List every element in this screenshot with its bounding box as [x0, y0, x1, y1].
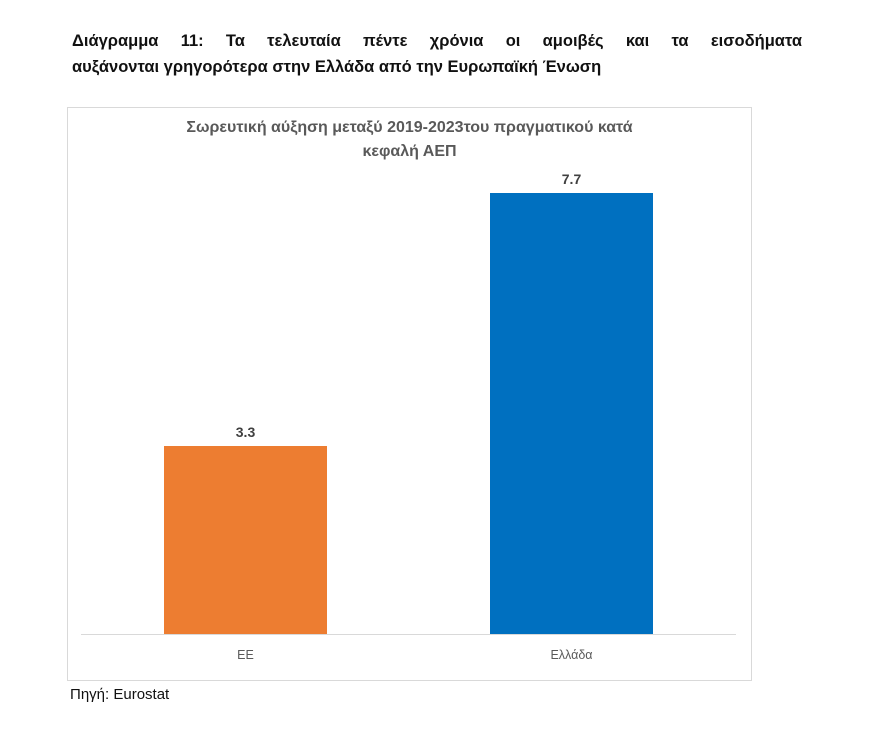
x-tick-label-greece: Ελλάδα	[550, 648, 593, 662]
figure-caption-line-2: αυξάνονται γρηγορότερα στην Ελλάδα από τ…	[72, 58, 602, 76]
chart-title: Σωρευτική αύξηση μεταξύ 2019-2023του πρα…	[68, 116, 751, 164]
x-axis-line	[81, 634, 736, 635]
chart-title-line-2: κεφαλή ΑΕΠ	[362, 143, 457, 160]
figure-caption: Διάγραμμα 11: Τα τελευταία πέντε χρόνια …	[72, 28, 802, 80]
figure-caption-line-1: Διάγραμμα 11: Τα τελευταία πέντε χρόνια …	[72, 32, 802, 50]
source-note: Πηγή: Eurostat	[70, 686, 170, 703]
bar-ee	[164, 446, 327, 634]
chart-title-line-1: Σωρευτική αύξηση μεταξύ 2019-2023του πρα…	[186, 119, 633, 136]
data-label-greece: 7.7	[561, 171, 582, 187]
data-label-ee: 3.3	[235, 424, 256, 440]
x-tick-label-ee: ΕΕ	[237, 648, 254, 662]
bar-greece	[490, 193, 653, 634]
chart-area: Σωρευτική αύξηση μεταξύ 2019-2023του πρα…	[67, 107, 752, 681]
plot-area: 3.3 7.7 ΕΕ Ελλάδα	[81, 108, 736, 662]
